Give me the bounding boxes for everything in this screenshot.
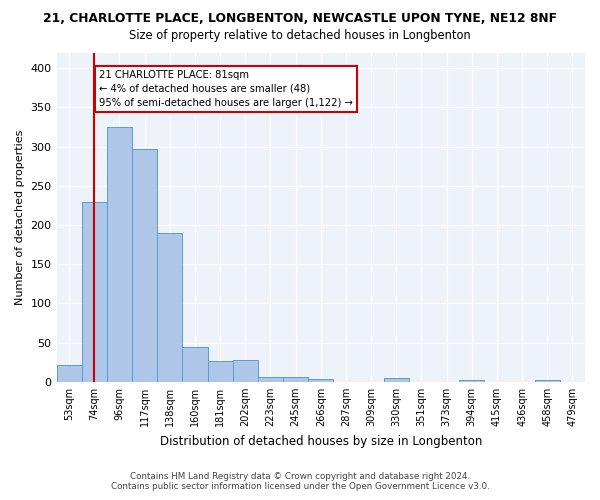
X-axis label: Distribution of detached houses by size in Longbenton: Distribution of detached houses by size … [160, 434, 482, 448]
Bar [132, 149, 157, 382]
Bar [283, 377, 308, 382]
Bar [56, 364, 82, 382]
Bar [258, 377, 283, 382]
Bar [383, 378, 409, 382]
Bar [82, 202, 107, 382]
Bar [308, 379, 334, 382]
Bar [107, 127, 132, 382]
Bar [459, 380, 484, 382]
Text: 21 CHARLOTTE PLACE: 81sqm
← 4% of detached houses are smaller (48)
95% of semi-d: 21 CHARLOTTE PLACE: 81sqm ← 4% of detach… [100, 70, 353, 108]
Text: 21, CHARLOTTE PLACE, LONGBENTON, NEWCASTLE UPON TYNE, NE12 8NF: 21, CHARLOTTE PLACE, LONGBENTON, NEWCAST… [43, 12, 557, 26]
Bar [535, 380, 560, 382]
Bar [233, 360, 258, 382]
Y-axis label: Number of detached properties: Number of detached properties [15, 130, 25, 305]
Bar [157, 233, 182, 382]
Text: Size of property relative to detached houses in Longbenton: Size of property relative to detached ho… [129, 29, 471, 42]
Text: Contains HM Land Registry data © Crown copyright and database right 2024.
Contai: Contains HM Land Registry data © Crown c… [110, 472, 490, 491]
Bar [208, 361, 233, 382]
Bar [182, 346, 208, 382]
